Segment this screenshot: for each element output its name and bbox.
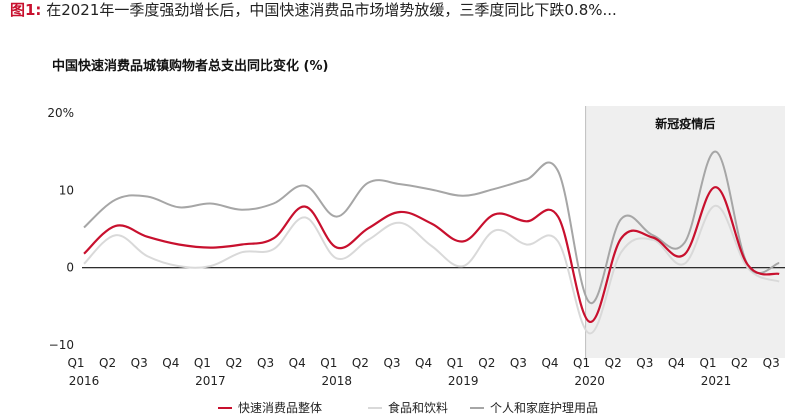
x-tick-label: Q3 [383,356,400,370]
y-tick-label: −10 [49,338,74,352]
x-tick-label: Q1 [447,356,464,370]
figure-label: 图1: [10,1,42,19]
legend-label: 快速消费品整体 [238,400,322,415]
post-covid-annotation: 新冠疫情后 [655,116,715,131]
legend-label: 个人和家庭护理用品 [490,400,598,415]
x-tick-label: Q1 [573,356,590,370]
y-tick-label: 0 [66,261,74,275]
x-tick-label: Q2 [731,356,748,370]
x-year-label: 2020 [574,374,605,388]
x-year-label: 2021 [701,374,732,388]
x-tick-label: Q4 [541,356,558,370]
x-tick-label: Q3 [763,356,780,370]
chart-title: 中国快速消费品城镇购物者总支出同比变化 (%) [52,59,329,74]
x-tick-label: Q2 [225,356,242,370]
series-line-food-beverage [83,204,780,335]
x-year-label: 2019 [448,374,479,388]
x-tick-label: Q2 [99,356,116,370]
legend-label: 食品和饮料 [388,400,448,415]
x-tick-label: Q3 [636,356,653,370]
x-tick-label: Q3 [257,356,274,370]
x-tick-label: Q2 [478,356,495,370]
figure-caption-text: 在2021年一季度强劲增长后，中国快速消费品市场增势放缓，三季度同比下跌0.8%… [41,1,617,19]
x-tick-label: Q1 [67,356,84,370]
series-line-fmcg-total [83,186,780,323]
x-tick-label: Q2 [605,356,622,370]
x-tick-label: Q4 [415,356,432,370]
x-tick-label: Q4 [668,356,685,370]
x-tick-label: Q1 [699,356,716,370]
x-tick-label: Q4 [162,356,179,370]
post-covid-shade [585,106,785,358]
x-tick-label: Q3 [510,356,527,370]
figure-caption: 图1: 在2021年一季度强劲增长后，中国快速消费品市场增势放缓，三季度同比下跌… [10,0,617,20]
x-tick-label: Q1 [320,356,337,370]
y-tick-label: 20% [47,106,74,120]
x-tick-label: Q2 [352,356,369,370]
y-tick-label: 10 [59,183,74,197]
x-year-label: 2016 [69,374,100,388]
x-tick-label: Q3 [131,356,148,370]
x-year-label: 2018 [322,374,353,388]
x-tick-label: Q4 [289,356,306,370]
series-line-personal-home-care [83,150,780,304]
x-year-label: 2017 [195,374,226,388]
x-tick-label: Q1 [194,356,211,370]
